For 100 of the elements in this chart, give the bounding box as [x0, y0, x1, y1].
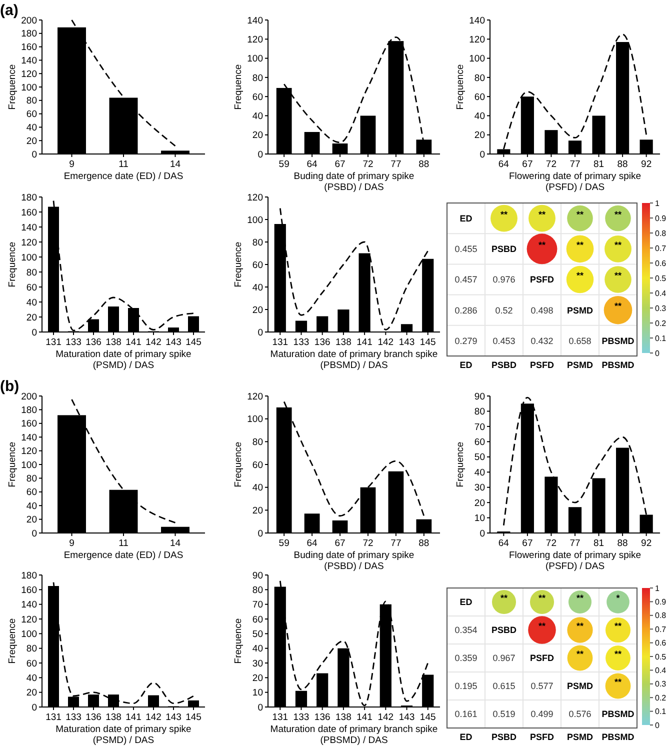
- text: 0.52: [495, 305, 513, 316]
- y-axis-title: Frequence: [455, 64, 466, 110]
- y-tick-label: 0: [32, 528, 37, 540]
- x-tick-label: 131: [272, 712, 288, 723]
- x-tick-label: 72: [362, 159, 374, 170]
- y-tick-label: 120: [21, 614, 37, 626]
- color-bar-label: 1: [655, 584, 660, 593]
- data-label: **: [614, 677, 622, 687]
- y-tick-label: 160: [21, 584, 37, 596]
- color-bar-label: 0.9: [655, 598, 667, 606]
- x-tick-label: 67: [334, 538, 346, 549]
- text: 0.432: [530, 336, 554, 346]
- x-tick-label: 143: [398, 337, 415, 348]
- y-tick-label: 70: [474, 422, 485, 433]
- y-tick-label: 30: [252, 658, 263, 670]
- y-tick-label: 80: [26, 96, 37, 107]
- y-tick-label: 20: [26, 312, 37, 324]
- y-axis-title: Frequence: [233, 618, 244, 664]
- data-label: **: [538, 240, 546, 250]
- color-bar-label: 0.5: [655, 274, 667, 283]
- text: 0.457: [454, 274, 478, 285]
- x-tick-label: 131: [272, 337, 288, 348]
- data-label: **: [538, 621, 546, 631]
- x-tick-label: 131: [46, 712, 62, 723]
- y-tick-label: 0: [258, 327, 263, 338]
- y-tick-label: 60: [26, 658, 37, 670]
- x-tick-label: 141: [356, 337, 372, 348]
- color-bar-label: 0.6: [655, 638, 667, 648]
- x-axis-title: Maturation date of primary branch spike (PBSMD) / DAS: [270, 724, 438, 746]
- x-tick-label: 131: [46, 337, 62, 348]
- y-tick-label: 80: [26, 474, 37, 485]
- y-tick-label: 160: [21, 418, 37, 430]
- x-tick-label: 64: [498, 538, 509, 549]
- color-bar-label: 0: [655, 720, 660, 730]
- y-axis-title: Frequence: [233, 64, 244, 110]
- y-tick-label: 160: [21, 207, 37, 218]
- y-tick-label: 120: [21, 446, 37, 458]
- y-tick-label: 20: [474, 498, 485, 509]
- x-tick-label: 88: [617, 159, 628, 170]
- color-bar-label: 0.4: [655, 666, 667, 675]
- y-tick-label: 0: [32, 702, 37, 714]
- y-tick-label: 120: [247, 34, 263, 46]
- y-axis-title: Frequence: [7, 242, 18, 288]
- y-tick-label: 50: [474, 452, 485, 464]
- text: 0.967: [492, 653, 516, 664]
- color-bar-label: 0.2: [655, 318, 667, 328]
- data-label: **: [614, 301, 622, 312]
- x-tick-label: 141: [356, 712, 372, 723]
- y-tick-label: 20: [252, 672, 263, 684]
- y-tick-label: 100: [21, 460, 37, 471]
- text: 0.976: [492, 274, 516, 285]
- y-tick-label: 0: [258, 528, 263, 540]
- y-tick-label: 60: [26, 487, 37, 498]
- x-tick-label: 136: [86, 337, 102, 348]
- y-tick-label: 120: [247, 192, 263, 204]
- x-tick-label: 67: [522, 159, 533, 170]
- y-tick-label: 60: [474, 436, 485, 448]
- x-tick-label: 145: [420, 337, 436, 348]
- x-axis-title: Buding date of primary spike (PSBD) / DAS: [294, 550, 414, 572]
- x-axis-title: Maturation date of primary spike (PSMD) / DAS: [56, 724, 192, 746]
- text: (a): [0, 2, 18, 19]
- x-tick-label: 14: [170, 159, 181, 170]
- y-tick-label: 140: [247, 15, 263, 26]
- x-axis-title: Flowering date of primary spike (PSFD) / DAS: [509, 171, 641, 193]
- data-label: **: [576, 621, 584, 631]
- x-tick-label: 9: [69, 538, 74, 549]
- x-tick-label: 143: [166, 337, 182, 348]
- y-tick-label: 80: [474, 72, 485, 84]
- x-tick-label: 92: [641, 538, 652, 549]
- x-axis-title: Maturation date of primary branch spike (PBSMD) / DAS: [270, 349, 438, 371]
- y-tick-label: 10: [252, 688, 263, 699]
- x-tick-label: 72: [362, 538, 374, 549]
- x-tick-label: 77: [390, 159, 402, 170]
- text: 0.161: [454, 709, 478, 720]
- y-tick-label: 40: [26, 297, 37, 308]
- text: 0.195: [454, 681, 478, 692]
- x-tick-label: 11: [118, 159, 128, 170]
- y-tick-label: 100: [247, 414, 263, 426]
- y-tick-label: 50: [252, 628, 263, 640]
- y-tick-label: 30: [474, 482, 485, 494]
- y-tick-label: 100: [469, 54, 485, 65]
- data-label: **: [500, 593, 508, 603]
- x-axis-title: Emergence date (ED) / DAS: [64, 171, 184, 182]
- data-label: **: [500, 209, 508, 220]
- x-axis-title: Buding date of primary spike (PSBD) / DAS: [294, 171, 414, 193]
- y-tick-label: 100: [21, 82, 37, 94]
- data-label: **: [538, 593, 546, 603]
- y-tick-label: 60: [252, 460, 263, 471]
- data-label: **: [576, 593, 584, 603]
- x-tick-label: 133: [66, 712, 82, 723]
- y-tick-label: 60: [252, 92, 263, 103]
- y-tick-label: 100: [21, 252, 37, 264]
- y-tick-label: 20: [252, 304, 263, 316]
- y-tick-label: 140: [21, 600, 37, 611]
- y-tick-label: 20: [252, 130, 263, 142]
- x-tick-label: 64: [306, 159, 318, 170]
- x-tick-label: 142: [378, 337, 394, 348]
- color-bar-label: 0.3: [655, 680, 667, 689]
- x-tick-label: 64: [498, 159, 509, 170]
- x-tick-label: 143: [166, 712, 182, 723]
